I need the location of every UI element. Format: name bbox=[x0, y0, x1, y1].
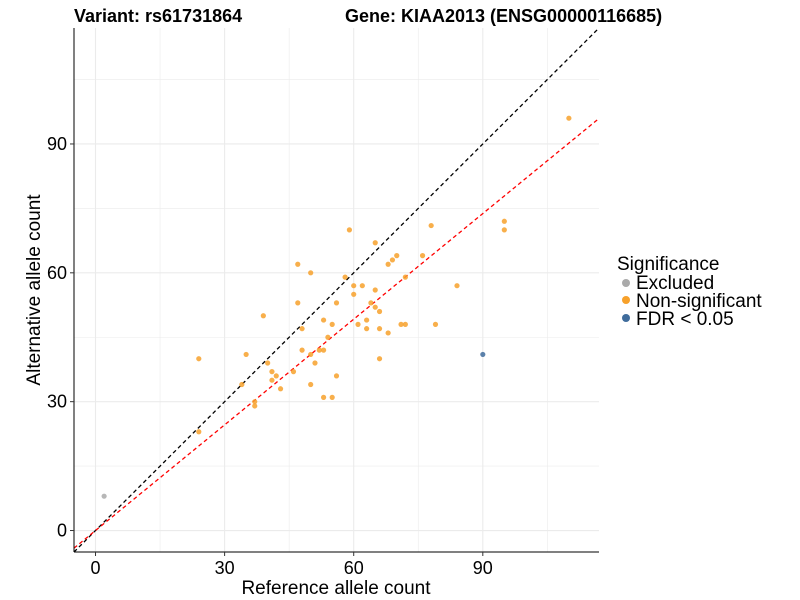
point-non-significant bbox=[402, 274, 408, 280]
reference-lines bbox=[73, 27, 600, 553]
y-tick-label: 60 bbox=[47, 263, 67, 283]
legend-swatch-fdr bbox=[622, 314, 630, 322]
point-non-significant bbox=[398, 321, 404, 327]
point-non-significant bbox=[308, 351, 314, 358]
data-points bbox=[101, 115, 572, 499]
y-tick-label: 0 bbox=[57, 521, 67, 541]
legend: Significance Excluded Non-significant FD… bbox=[617, 254, 762, 330]
point-non-significant bbox=[312, 360, 318, 366]
point-non-significant bbox=[290, 369, 297, 375]
legend-swatch-excluded bbox=[622, 279, 630, 287]
point-non-significant bbox=[295, 300, 301, 306]
point-non-significant bbox=[351, 283, 357, 289]
point-non-significant bbox=[320, 394, 327, 400]
point-non-significant bbox=[432, 321, 439, 327]
point-non-significant bbox=[566, 115, 572, 121]
point-non-significant bbox=[419, 253, 426, 259]
point-non-significant bbox=[389, 257, 396, 263]
identity-line bbox=[73, 27, 600, 553]
point-non-significant bbox=[316, 347, 322, 353]
x-tick-label: 90 bbox=[473, 558, 493, 578]
point-non-significant bbox=[372, 304, 378, 310]
point-non-significant bbox=[346, 227, 353, 233]
x-tick-label: 0 bbox=[91, 558, 101, 578]
point-non-significant bbox=[376, 308, 383, 315]
point-non-significant bbox=[308, 270, 314, 276]
y-axis-label: Alternative allele count bbox=[24, 194, 45, 386]
legend-label-fdr: FDR < 0.05 bbox=[636, 309, 734, 330]
fit-line bbox=[73, 117, 600, 549]
point-non-significant bbox=[260, 313, 266, 319]
point-non-significant bbox=[333, 373, 340, 379]
x-axis-label: Reference allele count bbox=[241, 578, 431, 599]
x-tick-label: 30 bbox=[215, 558, 235, 578]
y-tick-label: 90 bbox=[47, 134, 67, 154]
point-non-significant bbox=[252, 403, 258, 409]
point-non-significant bbox=[320, 317, 327, 323]
point-non-significant bbox=[385, 261, 391, 267]
legend-label-non-significant: Non-significant bbox=[636, 291, 762, 312]
point-non-significant bbox=[196, 356, 202, 362]
legend-item-non-significant: Non-significant bbox=[622, 291, 762, 312]
point-non-significant bbox=[385, 330, 391, 336]
point-non-significant bbox=[269, 377, 275, 383]
point-non-significant bbox=[376, 356, 383, 362]
point-non-significant bbox=[342, 274, 348, 280]
point-non-significant bbox=[454, 283, 460, 289]
point-non-significant bbox=[376, 326, 383, 332]
point-non-significant bbox=[273, 373, 279, 379]
point-fdr-0-05 bbox=[480, 351, 486, 358]
chart-title-gene: Gene: KIAA2013 (ENSG00000116685) bbox=[345, 6, 662, 26]
point-excluded bbox=[101, 493, 107, 499]
point-non-significant bbox=[308, 381, 314, 388]
point-non-significant bbox=[364, 317, 370, 323]
point-non-significant bbox=[359, 283, 365, 289]
point-non-significant bbox=[372, 287, 378, 293]
point-non-significant bbox=[333, 300, 340, 306]
point-non-significant bbox=[277, 386, 284, 392]
point-non-significant bbox=[501, 218, 507, 224]
point-non-significant bbox=[196, 429, 202, 435]
point-non-significant bbox=[243, 351, 249, 358]
point-non-significant bbox=[239, 381, 245, 388]
legend-item-excluded: Excluded bbox=[622, 273, 714, 294]
point-non-significant bbox=[325, 334, 331, 340]
point-non-significant bbox=[501, 227, 507, 233]
legend-label-excluded: Excluded bbox=[636, 273, 714, 294]
point-non-significant bbox=[320, 347, 327, 353]
point-non-significant bbox=[295, 261, 301, 267]
point-non-significant bbox=[329, 321, 335, 327]
legend-item-fdr: FDR < 0.05 bbox=[622, 309, 734, 330]
point-non-significant bbox=[299, 326, 305, 332]
legend-swatch-non-significant bbox=[622, 296, 630, 304]
chart-title-variant: Variant: rs61731864 bbox=[74, 6, 242, 26]
point-non-significant bbox=[364, 326, 370, 332]
y-tick-label: 30 bbox=[47, 392, 67, 412]
point-non-significant bbox=[252, 399, 258, 405]
grid-lines bbox=[74, 28, 599, 552]
point-non-significant bbox=[269, 369, 275, 375]
point-non-significant bbox=[428, 222, 434, 229]
point-non-significant bbox=[329, 394, 335, 400]
point-non-significant bbox=[355, 321, 361, 327]
point-non-significant bbox=[299, 347, 305, 353]
point-non-significant bbox=[351, 291, 357, 297]
point-non-significant bbox=[394, 253, 400, 259]
point-non-significant bbox=[265, 360, 271, 366]
point-non-significant bbox=[402, 321, 408, 327]
axes: 0 30 60 90 0 30 60 90 bbox=[47, 28, 599, 578]
point-non-significant bbox=[372, 240, 378, 246]
x-tick-label: 60 bbox=[344, 558, 364, 578]
point-non-significant bbox=[368, 300, 374, 306]
legend-title: Significance bbox=[617, 254, 719, 275]
